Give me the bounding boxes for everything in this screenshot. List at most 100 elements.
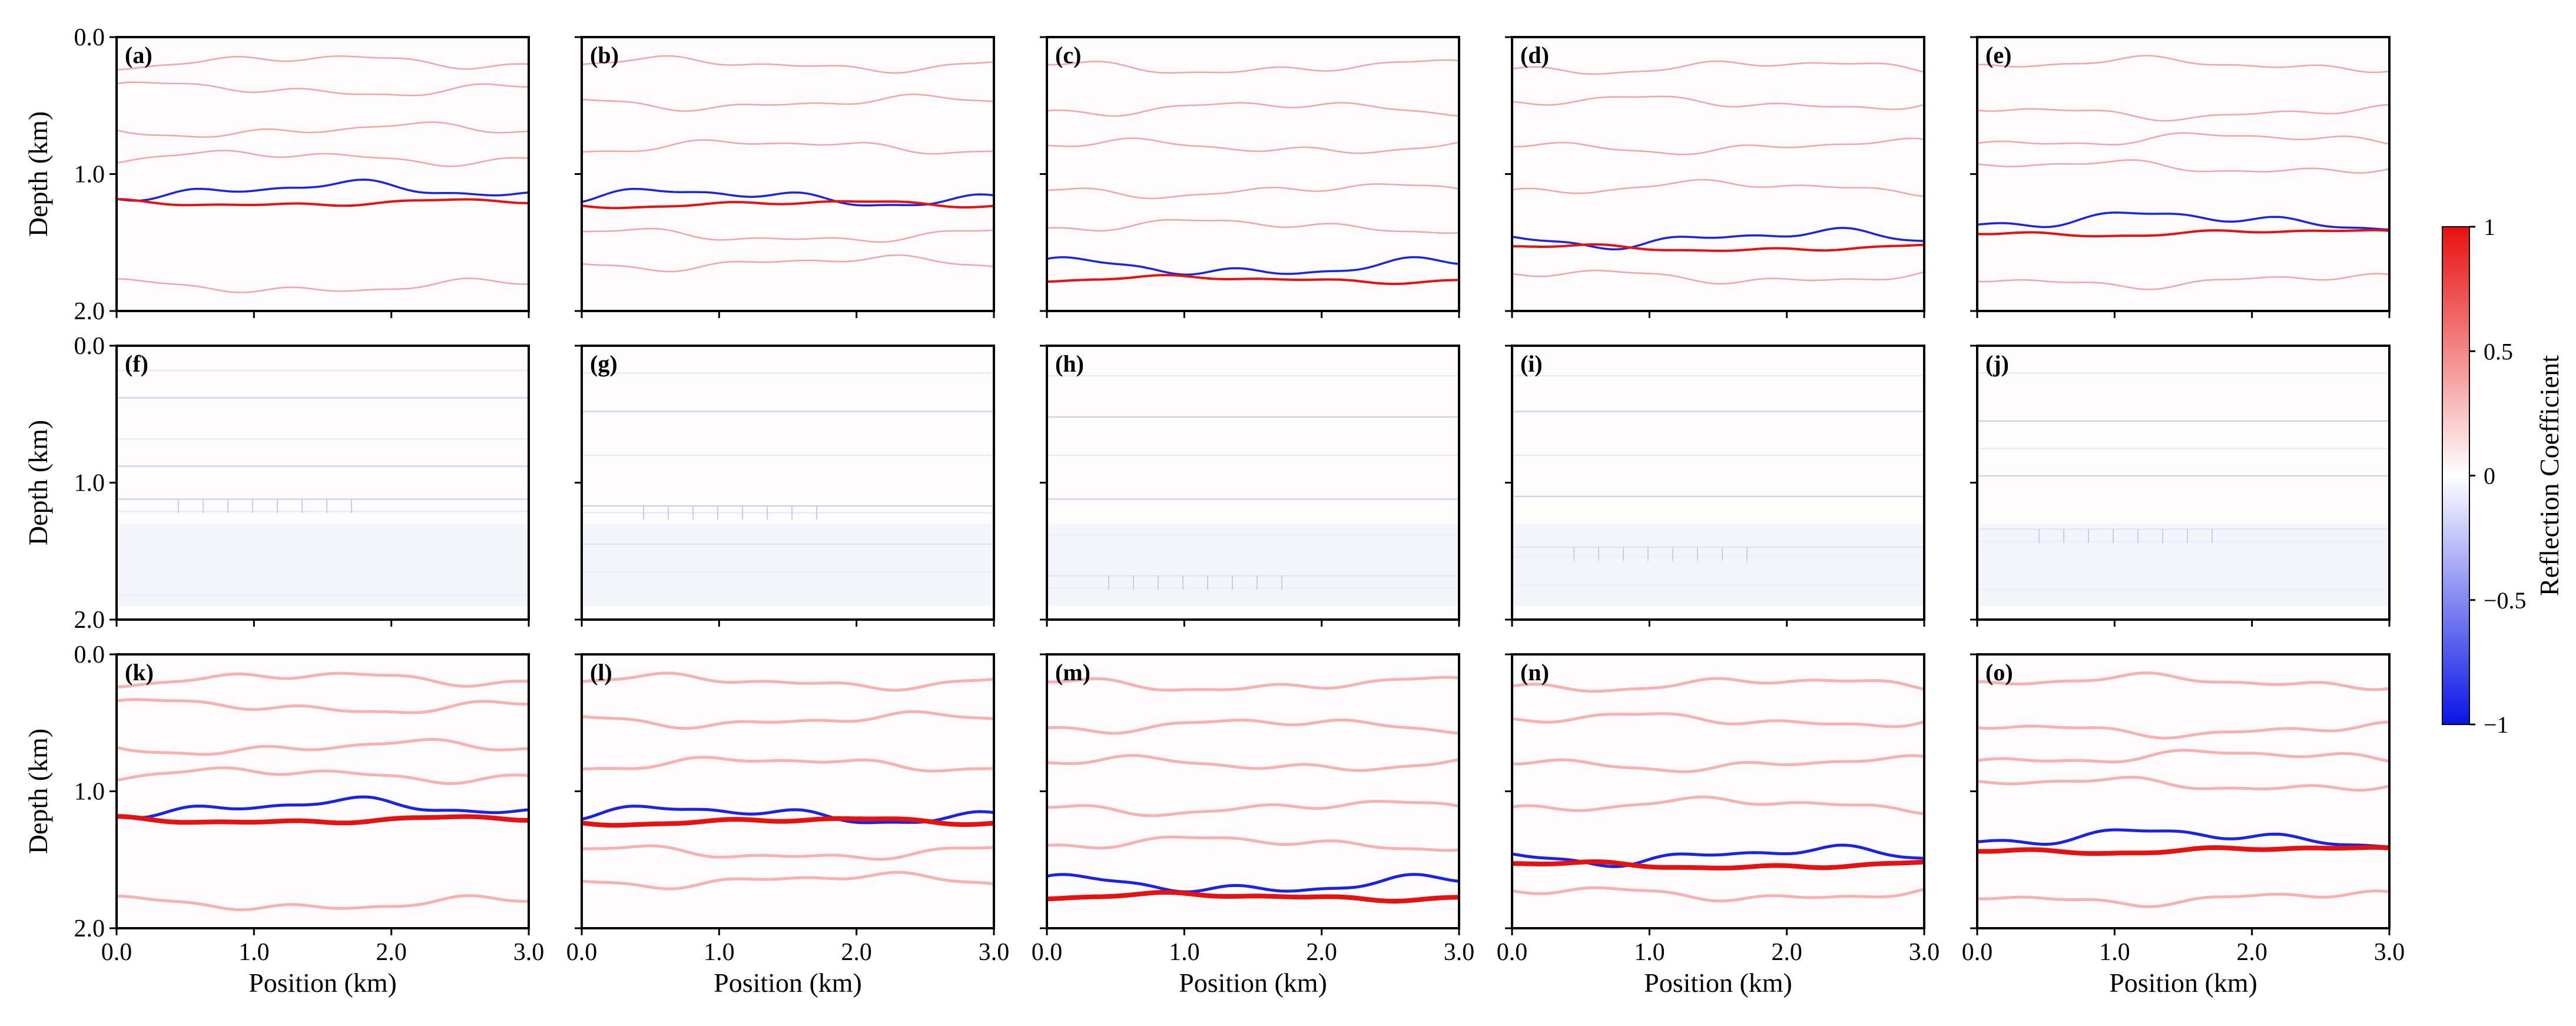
panel-label: (m) <box>1055 659 1090 686</box>
panel-background <box>1047 37 1459 311</box>
panel-label: (e) <box>1985 42 2011 68</box>
x-tick-label: 0.0 <box>566 939 598 966</box>
panel-i: (i) <box>1505 345 1925 627</box>
panel-background <box>1512 37 1924 311</box>
faint-reflector <box>1047 102 1459 117</box>
y-axis-label: Depth (km) <box>23 420 53 545</box>
panel-content <box>1512 677 1924 903</box>
colorbar-tick-label: −1 <box>2484 711 2509 738</box>
x-tick-label: 2.0 <box>1306 939 1337 966</box>
faint-reflector <box>117 55 529 71</box>
faint-reflector <box>1512 677 1924 693</box>
faint-reflector <box>117 671 529 689</box>
x-tick-label: 0.0 <box>1032 939 1063 966</box>
faint-reflector <box>1977 776 2389 792</box>
faint-reflector <box>117 737 529 756</box>
x-axis-label: Position (km) <box>248 968 397 998</box>
panel-a: (a) 0.0 1.0 2.0 Depth (km) <box>23 24 530 325</box>
faint-reflector <box>582 871 994 891</box>
faint-reflector <box>1977 159 2389 174</box>
panel-n: (n) 0.0 1.0 2.0 3.0 Position (km) <box>1497 653 1940 998</box>
panel-background <box>117 37 529 311</box>
panel-label: (g) <box>590 350 618 377</box>
y-tick-label: 2.0 <box>74 915 105 942</box>
panel-content <box>117 369 529 606</box>
panel-e: (e) <box>1970 36 2391 318</box>
faint-reflector <box>117 766 529 785</box>
faint-reflector <box>582 710 994 730</box>
faint-reflector <box>117 698 529 714</box>
x-tick-label: 2.0 <box>841 939 872 966</box>
panel-label: (k) <box>125 659 154 686</box>
positive-reflector <box>117 198 529 207</box>
panel-m: (m) 0.0 1.0 2.0 3.0 Position (km) <box>1032 653 1475 998</box>
faint-reflector <box>1977 132 2389 145</box>
panel-label: (n) <box>1520 659 1549 686</box>
panel-content <box>582 372 994 606</box>
y-tick-label: 2.0 <box>74 607 105 634</box>
panel-label: (i) <box>1520 350 1543 377</box>
x-tick-label: 3.0 <box>1909 939 1940 966</box>
x-tick-label: 1.0 <box>1634 939 1665 966</box>
y-tick-label: 1.0 <box>74 779 105 806</box>
panel-content <box>1977 55 2389 290</box>
faint-reflector <box>1512 60 1924 75</box>
panel-f: (f) 0.0 1.0 2.0 Depth (km) <box>23 333 530 634</box>
faint-reflector <box>1047 137 1459 154</box>
panel-content <box>1047 676 1459 904</box>
colorbar: 1 0.5 0 −0.5 −1 Reflection Coefficient <box>2442 214 2564 738</box>
faint-reflector <box>582 671 994 692</box>
residual-band <box>1047 524 1459 606</box>
faint-reflector <box>1512 754 1924 773</box>
faint-reflector <box>1977 55 2389 74</box>
panel-j: (j) <box>1970 345 2391 627</box>
panel-background <box>582 654 994 928</box>
x-axis-label: Position (km) <box>1644 968 1792 998</box>
colorbar-tick-label: 1 <box>2484 214 2495 240</box>
positive-reflector <box>1512 243 1924 252</box>
colorbar-tick-label: 0.5 <box>2484 338 2513 365</box>
x-tick-label: 1.0 <box>704 939 735 966</box>
residual-band <box>117 524 529 606</box>
panel-content <box>582 55 994 273</box>
colorbar-label: Reflection Coefficient <box>2534 355 2564 596</box>
panel-content <box>1512 60 1924 285</box>
panel-grid: (a) 0.0 1.0 2.0 Depth (km) (b) (c) (d) (e) (f) 0.0… <box>23 24 2405 998</box>
panel-d: (d) <box>1505 36 1925 318</box>
panel-background <box>582 37 994 311</box>
positive-reflector <box>582 200 994 210</box>
x-tick-label: 3.0 <box>979 939 1010 966</box>
faint-reflector <box>1047 835 1459 852</box>
faint-reflector <box>1047 754 1459 772</box>
negative-reflector <box>1047 256 1459 276</box>
faint-reflector <box>1977 273 2389 290</box>
faint-reflector <box>1512 795 1924 815</box>
panel-label: (a) <box>125 42 152 68</box>
panel-content <box>1977 671 2389 908</box>
x-tick-label: 3.0 <box>1444 939 1475 966</box>
faint-reflector <box>582 254 994 273</box>
panel-c: (c) <box>1040 36 1460 318</box>
panel-content <box>117 671 529 912</box>
panel-label: (h) <box>1055 350 1084 377</box>
panel-b: (b) <box>575 36 995 318</box>
faint-reflector <box>1047 718 1459 735</box>
x-tick-label: 3.0 <box>513 939 545 966</box>
panel-content <box>1977 372 2389 606</box>
panel-h: (h) <box>1040 345 1460 627</box>
negative-reflector <box>1977 828 2389 849</box>
x-tick-label: 2.0 <box>2236 939 2267 966</box>
positive-reflector <box>117 814 529 826</box>
negative-reflector <box>117 795 529 820</box>
panel-background <box>1512 654 1924 928</box>
faint-reflector <box>1047 219 1459 234</box>
faint-reflector <box>117 150 529 167</box>
y-tick-label: 0.0 <box>74 333 105 360</box>
colorbar-tick-label: −0.5 <box>2484 587 2527 614</box>
x-tick-label: 0.0 <box>1962 939 1993 966</box>
colorbar-tick-label: 0 <box>2484 463 2495 489</box>
faint-reflector <box>1047 676 1459 692</box>
x-tick-label: 2.0 <box>1771 939 1802 966</box>
